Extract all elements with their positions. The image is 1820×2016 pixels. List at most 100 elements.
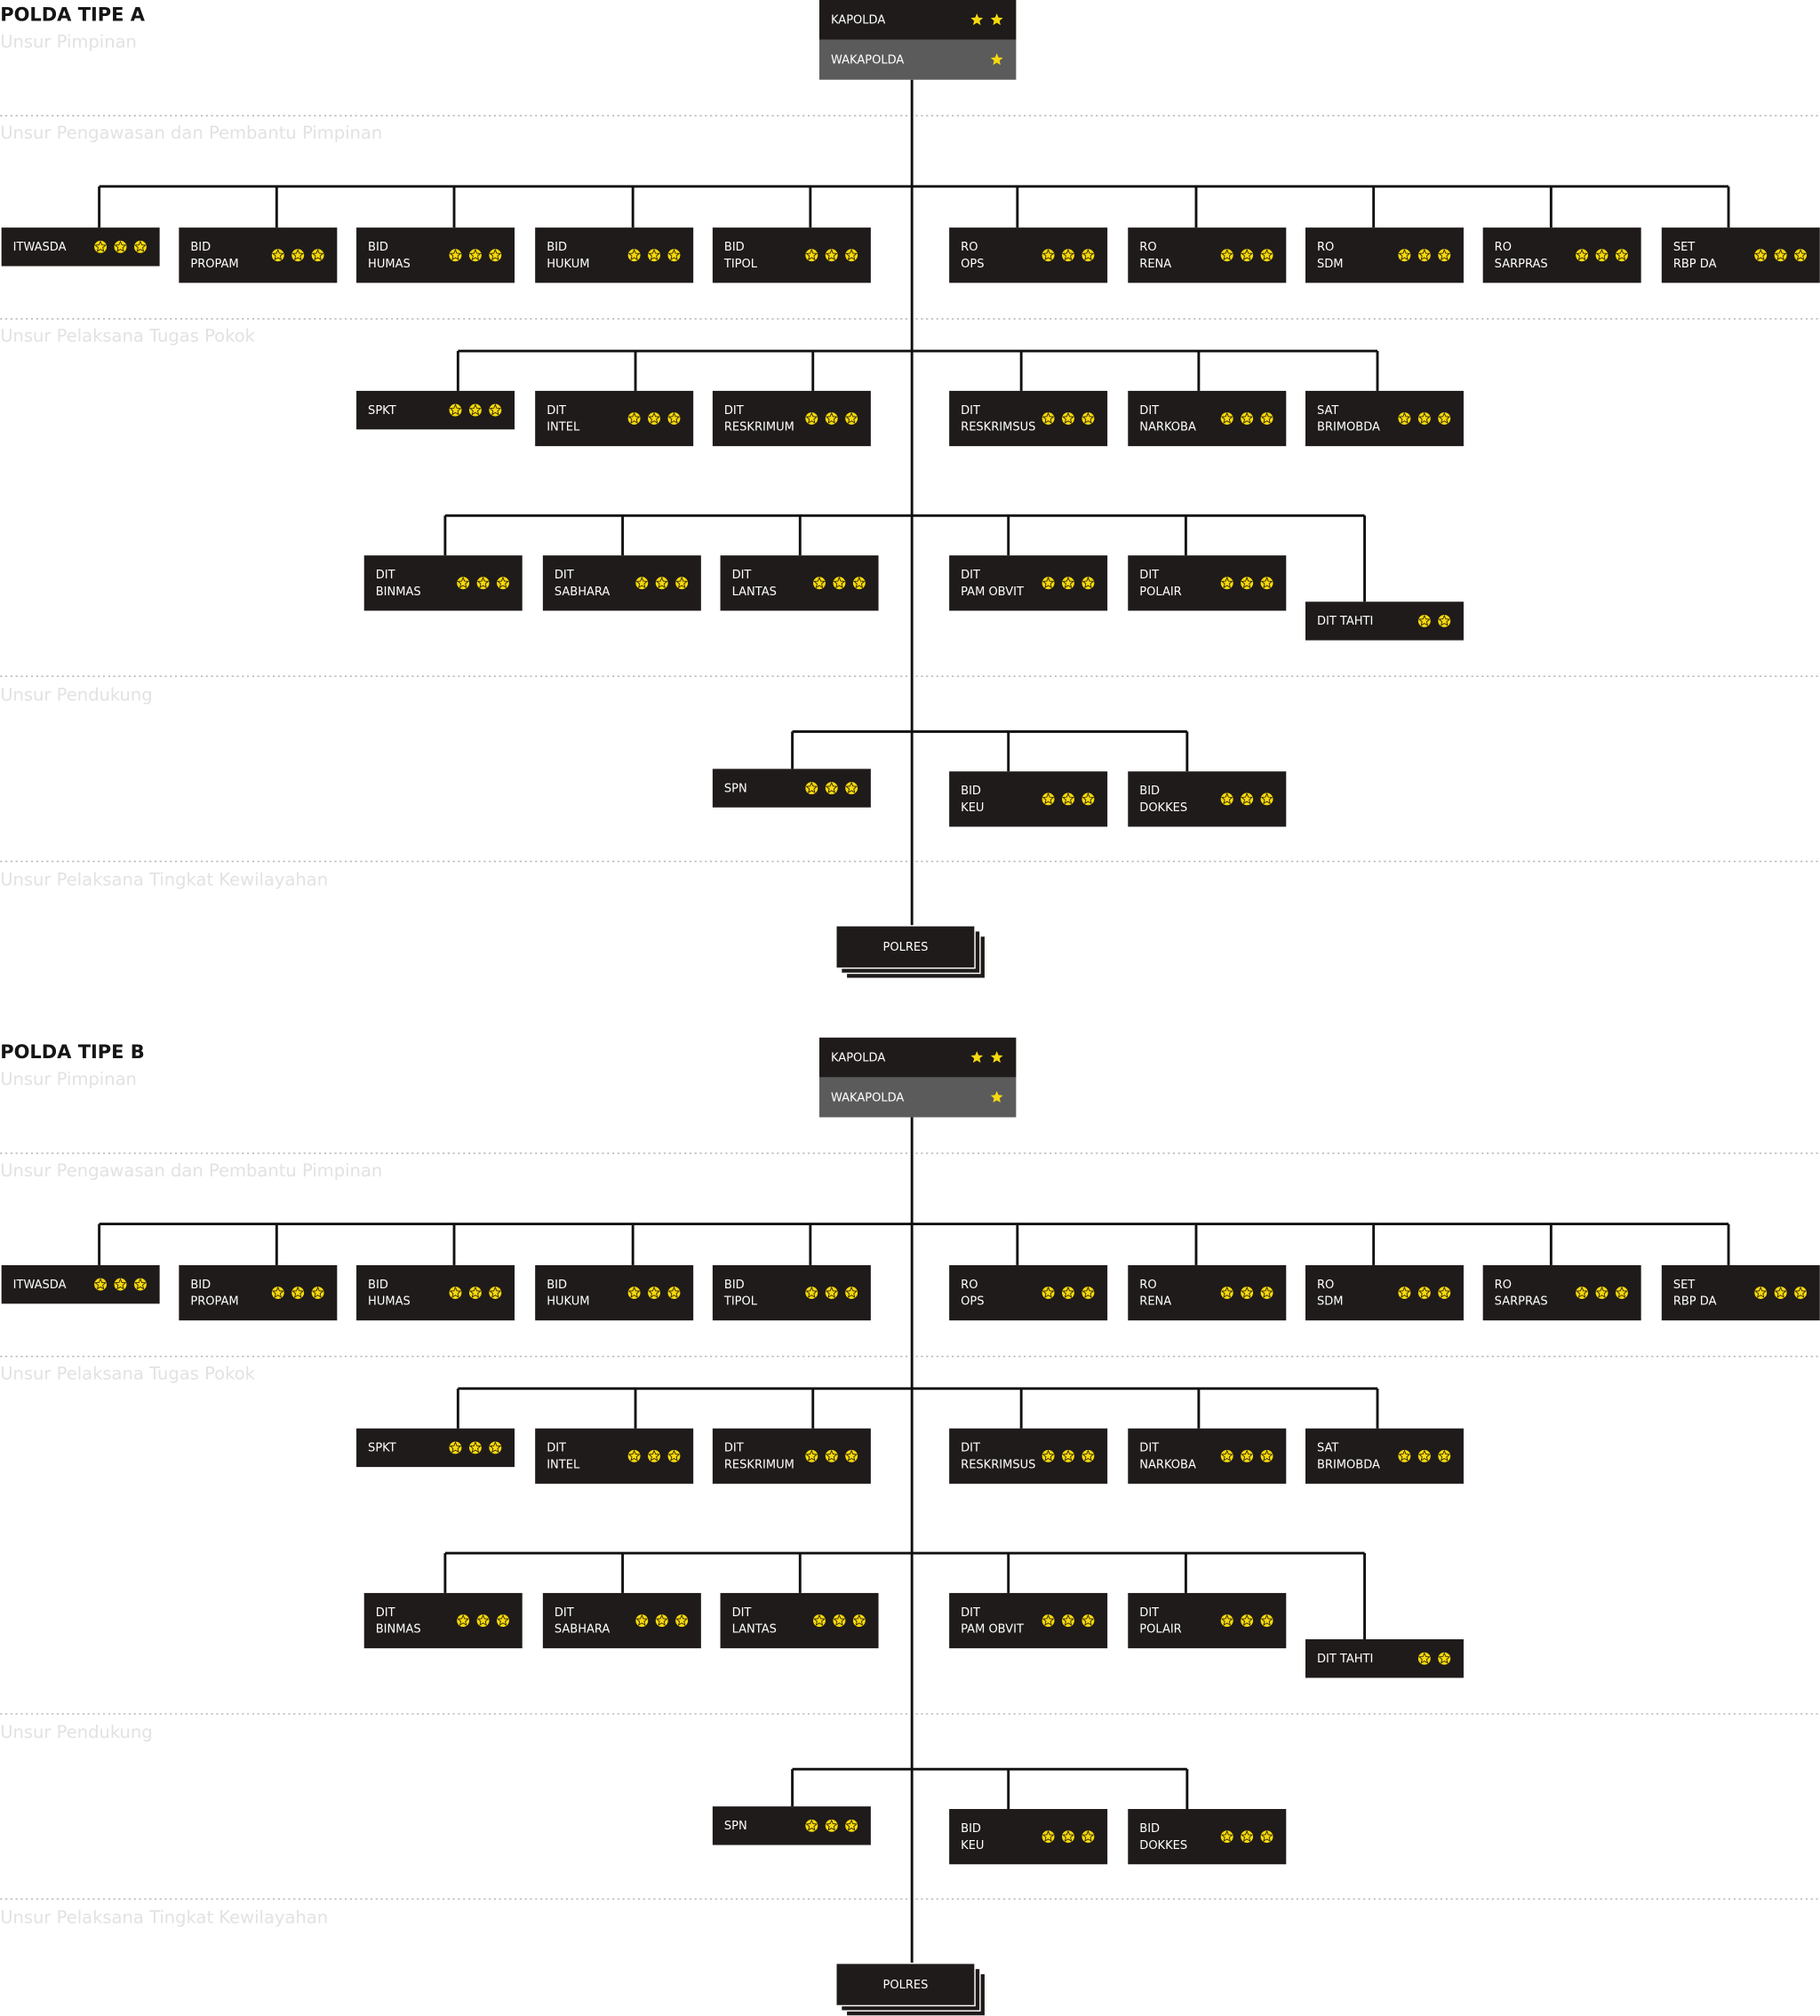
node-label: RO [1317,1279,1334,1292]
star [1260,249,1273,261]
star [1042,411,1055,424]
star [1774,1286,1787,1298]
node-label: LANTAS [732,1623,777,1637]
star [648,411,660,424]
star [1042,249,1055,261]
star [94,240,107,252]
node-label: PROPAM [190,258,238,271]
star [845,411,858,424]
node-label: SET [1673,241,1695,254]
star [271,1286,284,1298]
star [667,249,681,261]
node-label: BINMAS [376,1623,421,1637]
star [457,1614,469,1626]
star [1042,1829,1055,1842]
node-label: SABHARA [555,1623,611,1637]
star [1417,1652,1431,1664]
star [1595,1286,1608,1298]
node-label: SPKT [368,404,396,418]
node-box [542,555,701,611]
star [648,1286,660,1298]
leader-label: KAPOLDA [831,1051,885,1064]
node-label: DIT TAHTI [1317,615,1373,628]
star [1082,793,1095,805]
node-box [356,1264,515,1321]
star [845,1286,858,1298]
node-label: BID [190,241,211,254]
node-box [1128,227,1287,283]
star [627,1449,641,1462]
node-label: RBP DA [1673,1295,1717,1309]
star [1616,249,1628,261]
node-box [1482,227,1641,283]
node-box [1,227,160,267]
node-label: HUMAS [368,258,411,271]
star [1062,249,1074,261]
node-label: PAM OBVIT [961,1623,1024,1637]
star [845,249,858,261]
star [1260,577,1273,589]
star [805,781,818,793]
node-label: DIT [376,1606,395,1620]
node-label: DIT TAHTI [1317,1653,1373,1666]
star [825,411,838,424]
star [1794,1286,1807,1298]
node-box [1128,1428,1287,1484]
star [271,249,284,261]
node-box [949,390,1108,447]
base-label: POLRES [882,941,928,954]
node-label: KEU [961,801,984,815]
node-box [356,390,515,430]
node-label: RO [1495,1279,1512,1292]
node-label: SABHARA [555,586,611,599]
star [1082,577,1095,589]
star [1062,577,1074,589]
section-title: POLDA TIPE B [0,1041,145,1063]
node-label: SARPRAS [1495,1295,1548,1309]
node-label: DIT [732,1606,752,1620]
node-box [712,769,871,808]
node-box [712,1806,871,1845]
star [449,1441,462,1454]
star [667,411,681,424]
node-label: SET [1673,1279,1695,1292]
node-label: DIT [1139,404,1159,418]
star [1576,1286,1588,1298]
node-label: BID [961,1822,981,1836]
star [1616,1286,1628,1298]
star [1417,1449,1431,1462]
star [648,1449,660,1462]
band-label: Unsur Pengawasan dan Pembantu Pimpinan [0,123,382,143]
node-label: RENA [1139,258,1171,271]
star [449,1286,462,1298]
star [1595,249,1608,261]
star [1062,793,1074,805]
star [813,577,826,589]
node-label: DOKKES [1139,801,1187,815]
star [805,1449,818,1462]
star [813,1614,826,1626]
star [1241,1614,1253,1626]
star [833,577,846,589]
node-box [1305,1264,1464,1321]
node-box [949,227,1108,283]
section: POLDA TIPE B Unsur Pimpinan Unsur Pengawas… [0,1037,1820,2016]
node-box [1661,227,1820,283]
star [114,1278,127,1290]
node-box [363,555,523,611]
star [476,1614,490,1626]
node-label: DIT [376,569,395,582]
star [825,249,838,261]
star [1220,249,1233,261]
star [1062,1286,1074,1298]
base-box [835,1962,976,2007]
star [1241,1286,1253,1298]
node-label: DIT [732,569,752,582]
node-label: RO [1495,241,1512,254]
node-label: SAT [1317,404,1338,418]
node-label: DIT [724,404,744,418]
node-label: BID [368,241,388,254]
star [627,1286,641,1298]
band-label: Unsur Pendukung [0,1722,152,1742]
